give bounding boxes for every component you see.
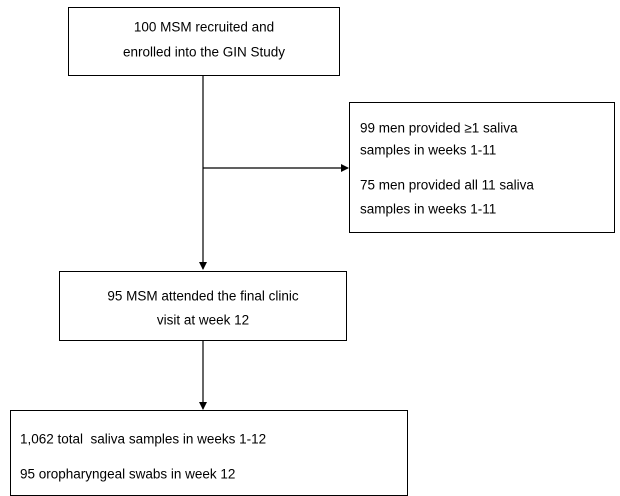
box-text: samples in weeks 1-11 [360, 202, 496, 217]
box-text: visit at week 12 [157, 313, 249, 328]
box-text: samples in weeks 1-11 [360, 143, 496, 158]
box-text: 99 men provided ≥1 saliva [360, 121, 518, 136]
box [10, 410, 408, 496]
box-text: 75 men provided all 11 saliva [360, 178, 534, 193]
box [349, 102, 615, 233]
box [68, 7, 340, 76]
box-text: 95 MSM attended the final clinic [107, 289, 299, 304]
box-text: 1,062 total saliva samples in weeks 1-12 [20, 432, 266, 447]
box-text: 95 oropharyngeal swabs in week 12 [20, 467, 235, 482]
box [59, 271, 347, 341]
box-text: 100 MSM recruited and [134, 20, 274, 35]
box-text: enrolled into the GIN Study [123, 45, 285, 60]
